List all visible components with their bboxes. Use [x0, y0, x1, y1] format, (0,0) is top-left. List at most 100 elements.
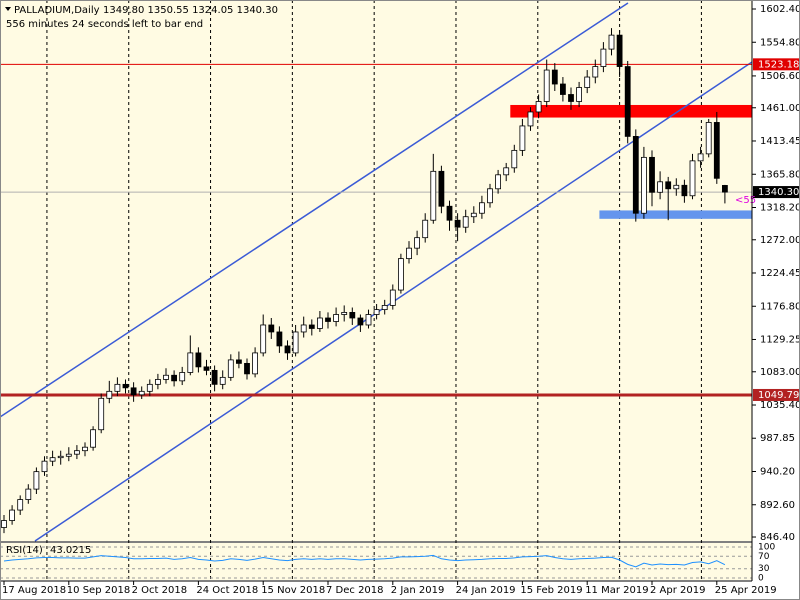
y-tick-label: 1413.45	[760, 136, 800, 147]
candle-body	[511, 149, 518, 169]
y-tick-label: 1506.60	[760, 71, 800, 82]
y-tick-label: 846.40	[760, 532, 795, 543]
candle-body	[1, 520, 7, 528]
x-tick-label: 17 Aug 2018	[2, 585, 66, 596]
candle-body	[365, 314, 372, 326]
y-tick-label: 1224.45	[760, 268, 800, 279]
y-tick-label: 1176.80	[760, 301, 800, 312]
menu-arrow[interactable]	[5, 7, 11, 11]
x-tick-label: 10 Sep 2018	[67, 585, 130, 596]
y-tick-label: 1129.25	[760, 334, 800, 345]
candle-body	[41, 460, 48, 473]
candles	[1, 28, 728, 534]
candle-body	[235, 359, 242, 364]
x-tick-label: 2 Oct 2018	[132, 585, 187, 596]
y-tick-label: 1602.40	[760, 4, 800, 15]
candle-body	[138, 390, 145, 396]
candle-body	[308, 324, 315, 329]
candle-body	[519, 125, 526, 151]
candle-body	[406, 247, 412, 260]
candle-body	[179, 372, 186, 382]
y-tick-label: 940.20	[760, 467, 795, 478]
candle-body	[195, 352, 202, 368]
candle-body	[146, 383, 153, 392]
axis: 1602.40 1554.80 1506.60 1461.00 1413.45 1365.…	[2, 4, 800, 596]
candle-body	[446, 205, 453, 221]
level-box	[753, 388, 800, 401]
level-label: 1049.79	[758, 390, 799, 401]
y-tick-label: 1318.20	[760, 203, 800, 214]
candle-body	[584, 76, 591, 88]
main-panel	[1, 1, 752, 541]
candle-body	[252, 352, 259, 375]
candle-body	[276, 331, 283, 347]
bar-timer: 556 minutes 24 seconds left to bar end	[6, 19, 203, 30]
candle-body	[462, 216, 469, 228]
candle-body	[341, 312, 348, 315]
candle-body	[373, 309, 380, 315]
candle-body	[624, 66, 631, 137]
candle-body	[600, 48, 607, 67]
candle-body	[268, 324, 275, 333]
x-tick-label: 11 Mar 2019	[585, 585, 648, 596]
x-tick-label: 2 Jan 2019	[391, 585, 445, 596]
candle-body	[25, 488, 32, 500]
x-tick-label: 7 Dec 2018	[326, 585, 384, 596]
y-tick-label: 1365.80	[760, 169, 800, 180]
candle-body	[503, 167, 510, 176]
candle-body	[57, 455, 64, 459]
x-tick-label: 24 Jan 2019	[456, 585, 516, 596]
y-tick-label: 1554.80	[760, 37, 800, 48]
candle-body	[122, 383, 129, 389]
candle-body	[357, 317, 364, 326]
x-tick-label: 15 Feb 2019	[520, 585, 582, 596]
candle-body	[33, 471, 40, 490]
candle-body	[478, 202, 485, 214]
candle-body	[130, 387, 137, 396]
candle-body	[389, 289, 396, 306]
candle-body	[616, 34, 623, 67]
rsi-tick-label: 70	[758, 552, 770, 562]
candle-body	[438, 170, 445, 207]
candle-body	[568, 94, 574, 102]
bid-label: 1340.30	[758, 187, 799, 198]
y-tick-label: 1035.40	[760, 400, 800, 411]
candle-body	[333, 314, 340, 322]
candle-body	[9, 509, 16, 521]
x-tick-label: 24 Oct 2018	[196, 585, 258, 596]
candle-body	[90, 429, 96, 448]
y-tick-label: 892.60	[760, 500, 795, 511]
candle-body	[665, 181, 672, 190]
candle-body	[244, 362, 250, 375]
x-tick-label: 25 Apr 2019	[715, 585, 777, 596]
candle-body	[154, 379, 161, 385]
candle-body	[681, 184, 688, 197]
candle-body	[82, 446, 88, 452]
rsi-line	[3, 554, 726, 568]
candle-body	[673, 184, 680, 190]
candle-body	[454, 219, 461, 228]
candle-body	[705, 122, 712, 155]
rsi-tick-label: 30	[758, 564, 770, 574]
candle-body	[171, 374, 178, 382]
candle-body	[163, 374, 169, 380]
alert-label: <55	[735, 195, 756, 206]
candle-body	[106, 390, 113, 399]
y-tick-label: 1272.00	[760, 235, 800, 246]
candle-body	[657, 181, 663, 193]
candle-body	[470, 212, 477, 218]
candle-body	[219, 376, 226, 385]
candle-body	[608, 34, 615, 50]
candle-body	[713, 122, 720, 179]
candle-body	[187, 352, 194, 373]
candle-body	[325, 317, 331, 322]
candle-body	[487, 188, 493, 204]
candle-body	[697, 153, 704, 162]
levels	[0, 63, 752, 397]
candle-body	[300, 324, 307, 333]
candle-body	[114, 383, 121, 392]
candle-body	[74, 450, 80, 455]
candle-body	[689, 160, 696, 197]
rsi-title: RSI(14)	[6, 545, 43, 556]
